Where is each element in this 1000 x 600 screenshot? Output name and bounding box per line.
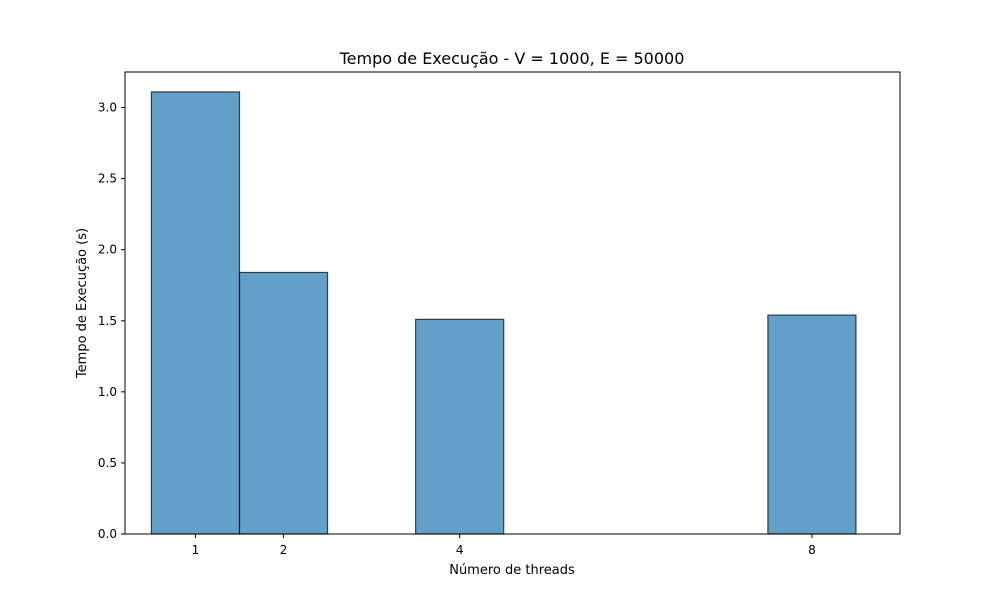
x-axis-label: Número de threads — [449, 563, 575, 578]
x-tick-label: 8 — [808, 543, 816, 557]
y-axis-label: Tempo de Execução (s) — [75, 228, 90, 379]
x-axis-ticks: 1 2 4 8 — [192, 534, 816, 557]
y-tick-label: 2.0 — [98, 243, 117, 257]
x-tick-label: 4 — [456, 543, 464, 557]
bar-2 — [238, 271, 329, 535]
bar-8 — [767, 314, 857, 535]
y-tick-label: 0.5 — [98, 456, 117, 470]
y-tick-label: 1.5 — [98, 314, 117, 328]
y-tick-label: 3.0 — [98, 101, 117, 115]
y-tick-label: 2.5 — [98, 172, 117, 186]
y-tick-label: 0.0 — [98, 527, 117, 541]
x-tick-label: 1 — [192, 543, 200, 557]
bar-1 — [150, 91, 241, 535]
bar-4 — [415, 318, 505, 535]
chart-title: Tempo de Execução - V = 1000, E = 50000 — [339, 49, 685, 68]
plot-frame — [124, 71, 901, 535]
y-tick-label: 1.0 — [98, 385, 117, 399]
x-tick-label: 2 — [280, 543, 288, 557]
bars-group — [150, 91, 857, 535]
y-axis-ticks: 0.0 0.5 1.0 1.5 2.0 2.5 3.0 — [98, 101, 125, 541]
